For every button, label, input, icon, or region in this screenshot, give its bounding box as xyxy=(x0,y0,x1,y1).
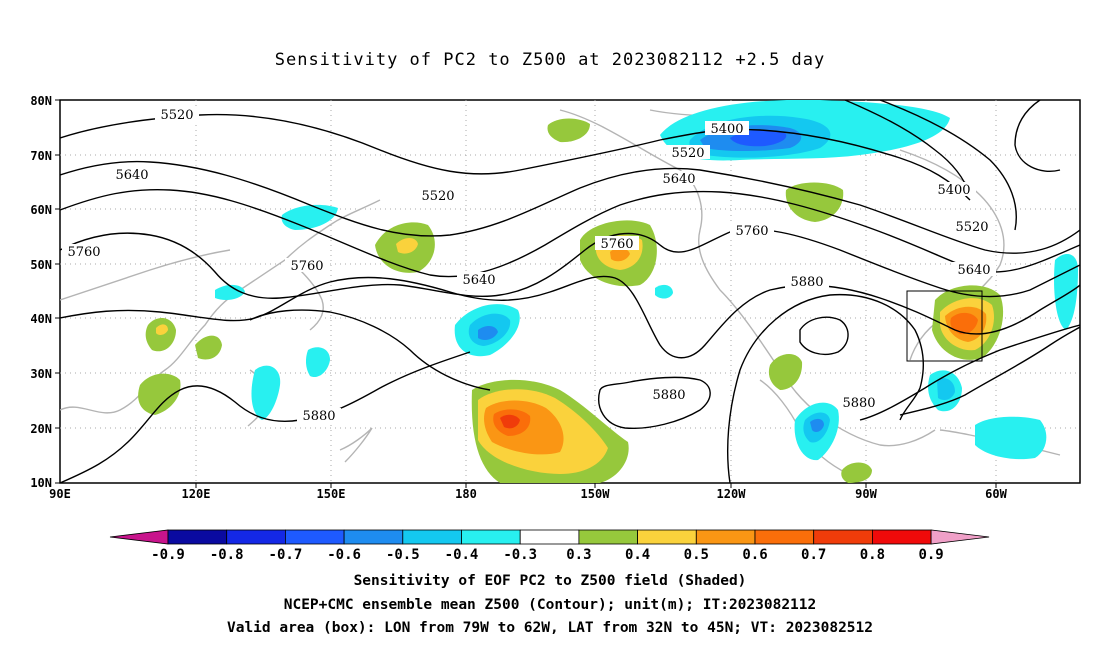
contour-label: 5520 xyxy=(160,108,193,123)
colorbar-tick-label: -0.9 xyxy=(151,547,185,563)
lon-tick-label: 150W xyxy=(581,487,611,501)
contour-label: 5400 xyxy=(937,183,970,198)
colorbar-tick-label: -0.3 xyxy=(503,547,537,563)
contour-label: 5520 xyxy=(671,146,704,161)
contour-label: 5760 xyxy=(290,259,323,274)
lat-tick-label: 30N xyxy=(30,367,52,381)
colorbar-swatch xyxy=(637,529,697,545)
lon-tick-marks xyxy=(195,483,997,488)
colorbar-swatch xyxy=(343,529,404,545)
contour-label: 5640 xyxy=(462,273,495,288)
longitude-axis: 90E 120E 150E 180 150W 120W 90W 60W xyxy=(49,487,1007,501)
contour-label: 5640 xyxy=(957,263,990,278)
lat-tick-label: 40N xyxy=(30,312,52,326)
colorbar-swatch xyxy=(519,529,580,545)
colorbar-tick-label: 0.6 xyxy=(742,547,767,563)
lon-tick-label: 150E xyxy=(317,487,346,501)
lat-tick-label: 80N xyxy=(30,94,52,108)
colorbar-tick-label: -0.8 xyxy=(210,547,244,563)
lon-tick-label: 60W xyxy=(985,487,1007,501)
colorbar-swatch xyxy=(578,529,639,545)
lon-tick-label: 90E xyxy=(49,487,71,501)
contour-label: 5520 xyxy=(955,220,988,235)
contour-label: 5880 xyxy=(302,409,335,424)
contour-label: 5760 xyxy=(735,224,768,239)
footer-valid-area: Valid area (box): LON from 79W to 62W, L… xyxy=(226,620,873,636)
contour-labels: 5520 5400 5520 5640 5640 5400 5520 5520 … xyxy=(62,107,996,424)
colorbar-tick-label: 0.7 xyxy=(801,547,826,563)
footer-contour-info: NCEP+CMC ensemble mean Z500 (Contour); u… xyxy=(283,597,817,613)
colorbar-swatch xyxy=(813,529,873,545)
colorbar-tick-label: 0.3 xyxy=(566,547,591,563)
lat-tick-label: 50N xyxy=(30,258,52,272)
colorbar-tick-label: -0.6 xyxy=(327,547,361,563)
lat-tick-label: 70N xyxy=(30,149,52,163)
contour-label: 5640 xyxy=(115,168,148,183)
lon-tick-label: 120W xyxy=(717,487,747,501)
colorbar-tick-label: -0.5 xyxy=(386,547,420,563)
colorbar-swatch xyxy=(754,529,815,545)
colorbar-swatch xyxy=(402,529,462,545)
latitude-axis: 80N 70N 60N 50N 40N 30N 20N 10N xyxy=(30,94,52,490)
z500-contours xyxy=(60,100,1080,483)
valid-area-box xyxy=(906,290,983,362)
positive-sensitivity-shading xyxy=(138,118,1004,483)
colorbar-swatch xyxy=(284,529,345,545)
colorbar: -0.9 -0.8 -0.7 -0.6 -0.5 -0.4 -0.3 0.3 0.4 0.5 0.6… xyxy=(109,529,990,563)
footer-description: Sensitivity of EOF PC2 to Z500 field (Sh… xyxy=(353,573,747,589)
lat-tick-marks xyxy=(55,99,60,484)
lon-tick-label: 90W xyxy=(855,487,877,501)
contour-label: 5520 xyxy=(421,189,454,204)
colorbar-tick-label: -0.4 xyxy=(445,547,479,563)
lat-tick-label: 20N xyxy=(30,422,52,436)
contour-label: 5760 xyxy=(600,237,633,252)
contour-label: 5880 xyxy=(652,388,685,403)
colorbar-tick-label: 0.4 xyxy=(625,547,650,563)
negative-sensitivity-shading xyxy=(215,100,1078,461)
colorbar-high-extension xyxy=(930,529,990,545)
lat-tick-label: 10N xyxy=(30,476,52,490)
contour-label: 5760 xyxy=(67,245,100,260)
colorbar-tick-label: -0.7 xyxy=(269,547,303,563)
colorbar-swatch xyxy=(167,529,228,545)
lon-tick-label: 120E xyxy=(182,487,211,501)
page-title: Sensitivity of PC2 to Z500 at 2023082112… xyxy=(274,50,826,70)
colorbar-swatch xyxy=(461,529,521,545)
colorbar-tick-label: 0.5 xyxy=(684,547,709,563)
colorbar-tick-label: 0.9 xyxy=(918,547,943,563)
contour-label: 5640 xyxy=(662,172,695,187)
colorbar-swatch xyxy=(226,529,286,545)
colorbar-tick-label: 0.8 xyxy=(860,547,885,563)
colorbar-swatch xyxy=(872,529,932,545)
colorbar-low-extension xyxy=(109,529,169,545)
colorbar-swatch xyxy=(695,529,756,545)
lon-tick-label: 180 xyxy=(455,487,477,501)
contour-label: 5400 xyxy=(710,122,743,137)
contour-label: 5880 xyxy=(842,396,875,411)
contour-label: 5880 xyxy=(790,275,823,290)
lat-tick-label: 60N xyxy=(30,203,52,217)
